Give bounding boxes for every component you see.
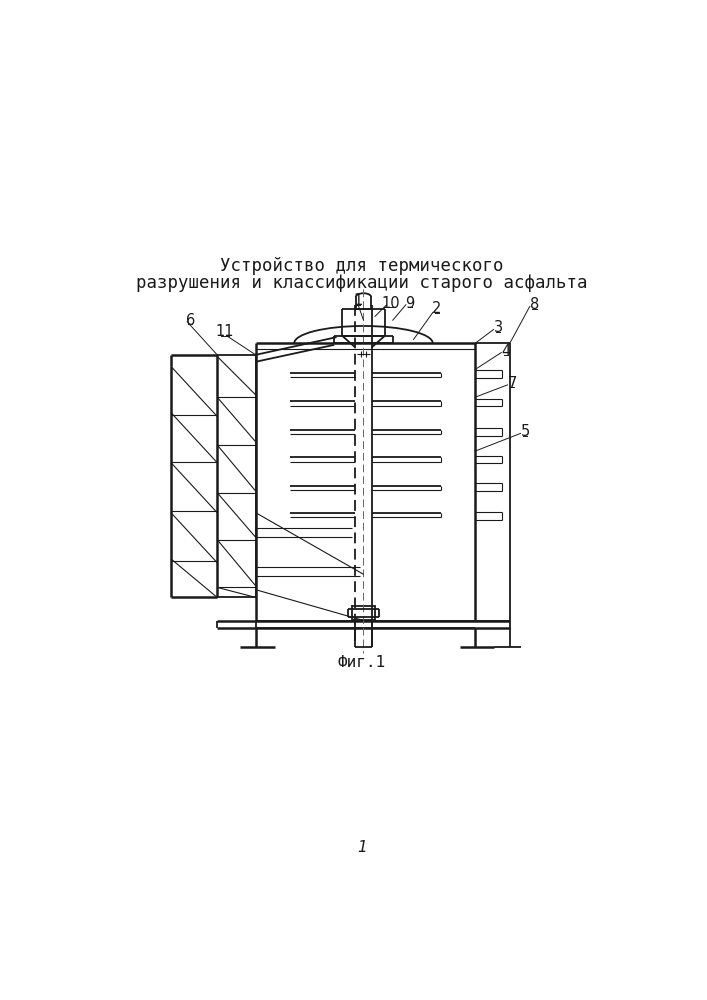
Text: 7: 7 [508, 376, 517, 391]
Bar [352, 606, 375, 620]
Text: 3: 3 [493, 320, 503, 335]
Text: 11: 11 [216, 324, 234, 339]
Text: Фиг.1: Фиг.1 [338, 655, 386, 670]
Text: 2: 2 [432, 301, 441, 316]
Text: Устройство для термического: Устройство для термического [220, 257, 503, 275]
Text: 10: 10 [381, 296, 399, 311]
Text: 4: 4 [501, 344, 510, 359]
Text: 1: 1 [354, 293, 363, 308]
Text: 5: 5 [520, 424, 530, 439]
Text: разрушения и классификации старого асфальта: разрушения и классификации старого асфал… [136, 274, 588, 292]
Text: 1: 1 [357, 840, 367, 855]
Text: 8: 8 [530, 297, 539, 312]
Text: 9: 9 [405, 296, 414, 311]
Text: 6: 6 [186, 313, 195, 328]
